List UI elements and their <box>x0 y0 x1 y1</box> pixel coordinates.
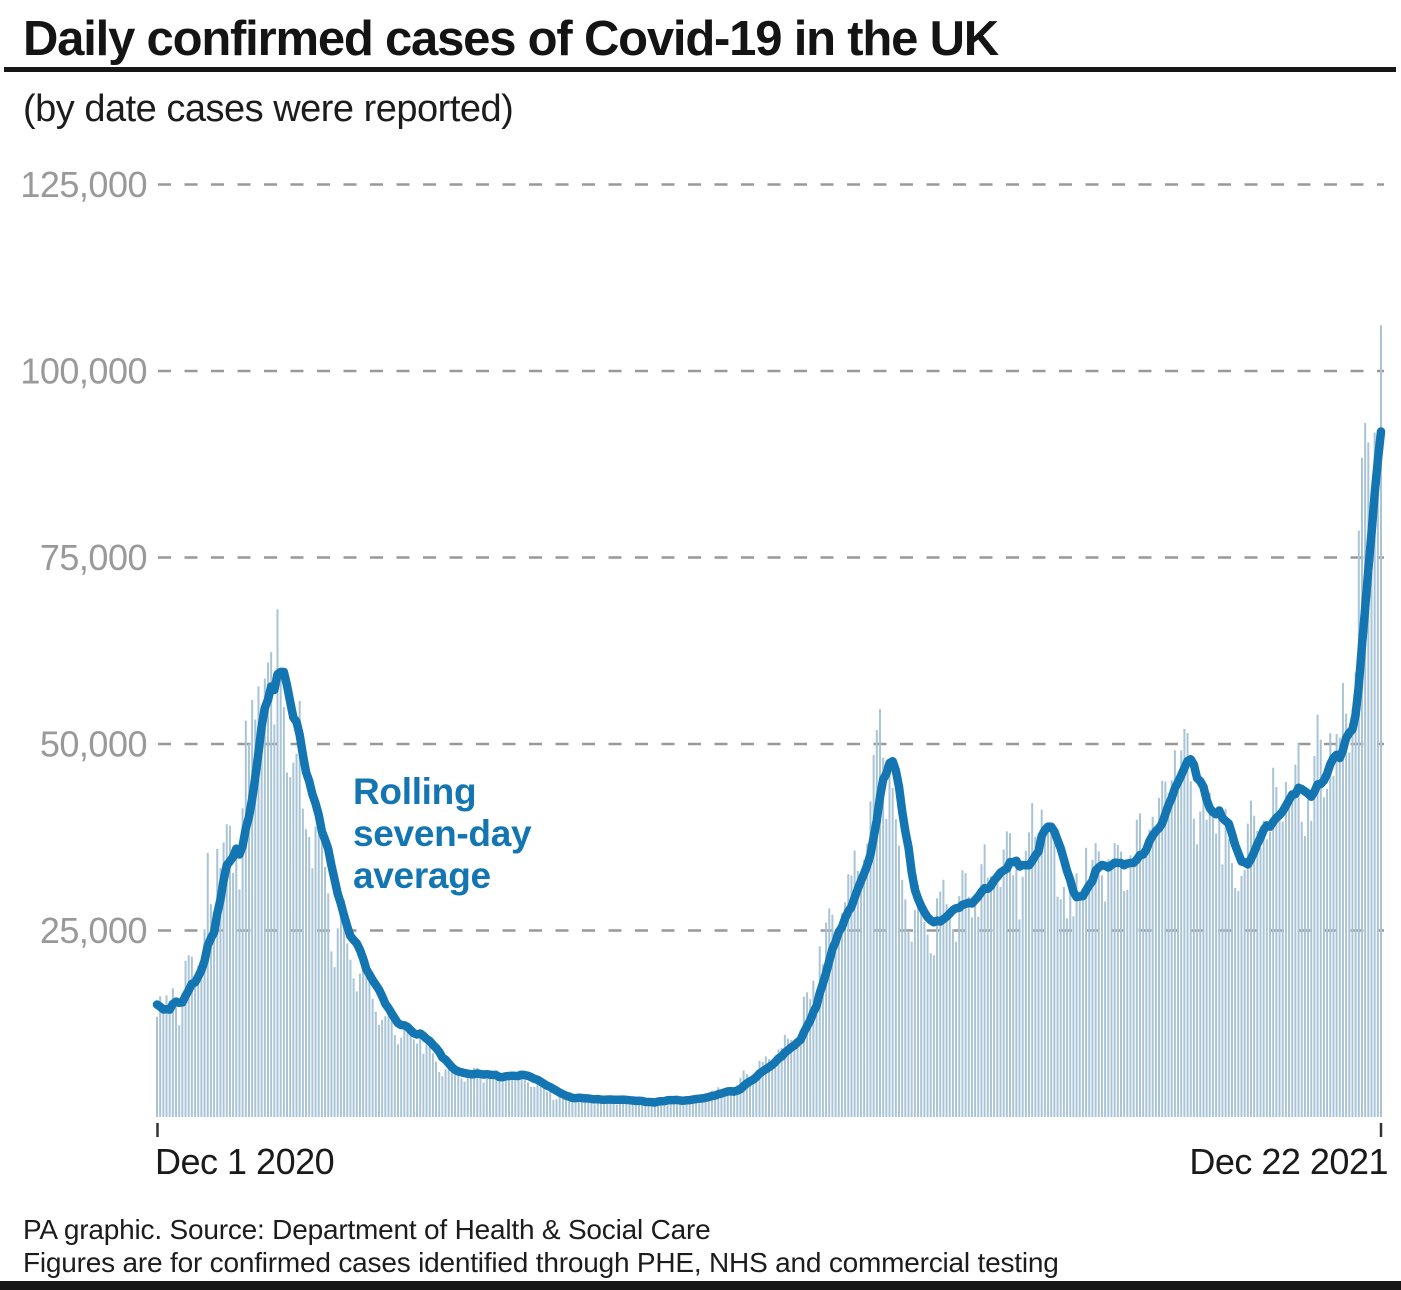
rolling-average-label: Rolling seven-day average <box>353 771 532 896</box>
rolling-average-line <box>152 427 1386 1107</box>
daily-bars <box>156 325 1382 1117</box>
source-credit: PA graphic. Source: Department of Health… <box>23 1214 711 1245</box>
y-tick-label: 75,000 <box>40 537 147 578</box>
y-tick-label: 125,000 <box>20 164 147 205</box>
footer-bar <box>0 1281 1401 1290</box>
y-tick-label: 100,000 <box>20 351 147 392</box>
title-divider <box>4 67 1396 72</box>
footer-note: Figures are for confirmed cases identifi… <box>23 1247 1059 1278</box>
page-subtitle: (by date cases were reported) <box>23 88 514 130</box>
x-tick-label: Dec 1 2020 <box>155 1141 334 1182</box>
y-tick-label: 50,000 <box>40 724 147 765</box>
y-tick-label: 25,000 <box>40 910 147 951</box>
page-title: Daily confirmed cases of Covid-19 in the… <box>23 12 999 66</box>
x-tick-label: Dec 22 2021 <box>1189 1141 1388 1182</box>
